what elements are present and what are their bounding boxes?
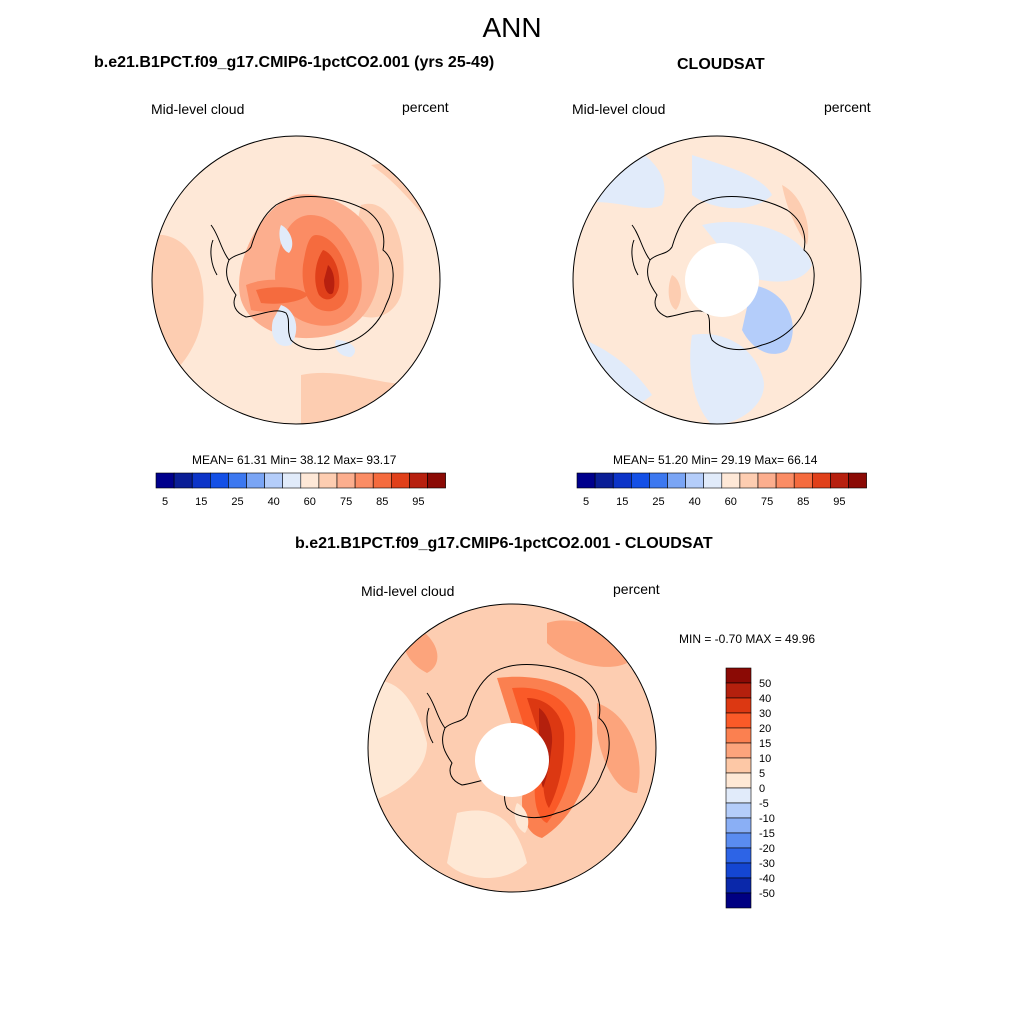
panel3-colorbar-tick-label: 10: [759, 753, 771, 765]
panel2-stats: MEAN= 51.20 Min= 29.19 Max= 66.14: [613, 453, 818, 467]
panel3-colorbar-tick-label: 50: [759, 678, 771, 690]
panel2-colorbar-tick-label: 5: [583, 496, 589, 508]
panel1-colorbar-color-4: [228, 472, 247, 489]
panel1-colorbar: 5 15 25 40 60 75 85 95: [155, 472, 446, 508]
panel2-colorbar-color-5: [667, 472, 686, 489]
panel3-colorbar-color-14: [725, 877, 752, 894]
panel1-colorbar-color-14: [409, 472, 428, 489]
panel1-colorbar-tick-label: 15: [195, 496, 207, 508]
panel1-colorbar-color-2: [191, 472, 211, 489]
panel2-colorbar-color-13: [812, 472, 831, 489]
figure-title: ANN: [482, 12, 542, 43]
panel2-colorbar-color-11: [775, 472, 795, 489]
panel3-colorbar-color-6: [725, 757, 752, 774]
panel2-colorbar-color-2: [612, 472, 632, 489]
panel3-colorbar-tick-label: -30: [759, 858, 775, 870]
panel3-colorbar-tick-label: -5: [759, 798, 769, 810]
panel1-colorbar-color-15: [427, 472, 446, 489]
panel1-colorbar-tick-label: 75: [340, 496, 352, 508]
panel2-colorbar: 5 15 25 40 60 75 85 95: [576, 472, 867, 508]
panel1-colorbar-color-9: [318, 472, 338, 489]
panel3-colorbar-color-2: [725, 697, 752, 714]
panel1-title: b.e21.B1PCT.f09_g17.CMIP6-1pctCO2.001 (y…: [94, 54, 495, 71]
panel2-colorbar-color-10: [757, 472, 777, 489]
panel3-colorbar-tick-label: -40: [759, 873, 775, 885]
panel3-units-label: percent: [613, 581, 660, 597]
panel1-colorbar-tick-label: 25: [231, 496, 243, 508]
panel3-colorbar-color-4: [725, 727, 752, 744]
panel3-colorbar-tick-label: 5: [759, 768, 765, 780]
panel1-colorbar-color-0: [155, 472, 175, 489]
panel3-colorbar-tick-label: -10: [759, 813, 775, 825]
panel2-colorbar-color-1: [594, 472, 614, 489]
panel2-units-label: percent: [824, 99, 871, 115]
panel3-variable-label: Mid-level cloud: [361, 583, 455, 599]
panel2-colorbar-tick-label: 40: [689, 496, 701, 508]
panel1-colorbar-tick-label: 85: [376, 496, 388, 508]
panel3-colorbar-color-5: [725, 742, 752, 759]
panel2-colorbar-color-12: [793, 472, 813, 489]
panel2-colorbar-color-4: [649, 472, 668, 489]
panel3-colorbar-color-0: [725, 667, 752, 684]
panel3-colorbar-color-7: [725, 772, 752, 789]
panel2-colorbar-color-6: [685, 472, 704, 489]
panel1-units-label: percent: [402, 99, 449, 115]
panel3-title: b.e21.B1PCT.f09_g17.CMIP6-1pctCO2.001 - …: [295, 535, 713, 552]
panel2-colorbar-tick-label: 60: [725, 496, 737, 508]
panel2-colorbar-tick-label: 15: [616, 496, 628, 508]
panel3-colorbar-color-15: [725, 892, 752, 909]
panel1-colorbar-color-11: [354, 472, 374, 489]
panel3-colorbar-color-10: [725, 817, 752, 834]
panel1-colorbar-color-1: [173, 472, 193, 489]
panel2-colorbar-color-0: [576, 472, 596, 489]
panel1-stats: MEAN= 61.31 Min= 38.12 Max= 93.17: [192, 453, 397, 467]
panel2-variable-label: Mid-level cloud: [572, 101, 666, 117]
panel1-colorbar-color-3: [209, 472, 229, 489]
panel2-colorbar-color-15: [848, 472, 867, 489]
panel3-colorbar-color-12: [725, 847, 752, 864]
panel1-colorbar-color-5: [246, 472, 265, 489]
panel1-colorbar-color-10: [336, 472, 356, 489]
panel3-colorbar-color-1: [725, 682, 752, 699]
panel1-colorbar-color-7: [282, 472, 302, 489]
panel2-colorbar-tick-label: 75: [761, 496, 773, 508]
panel1-colorbar-tick-label: 60: [304, 496, 316, 508]
panel1-colorbar-color-12: [372, 472, 392, 489]
panel3-colorbar-color-11: [725, 832, 752, 849]
panel2-colorbar-color-9: [739, 472, 759, 489]
panel1-colorbar-color-6: [264, 472, 283, 489]
panel3-polar-map: [367, 603, 657, 893]
panel2-colorbar-color-3: [630, 472, 650, 489]
panel3-colorbar-color-13: [725, 862, 752, 879]
panel2-colorbar-tick-label: 95: [833, 496, 845, 508]
panel1-variable-label: Mid-level cloud: [151, 101, 245, 117]
panel1-colorbar-tick-label: 5: [162, 496, 168, 508]
panel3-colorbar-tick-label: -50: [759, 888, 775, 900]
panel3-colorbar-color-8: [725, 787, 752, 804]
panel3-colorbar-color-3: [725, 712, 752, 729]
panel2-colorbar-tick-label: 85: [797, 496, 809, 508]
panel2-colorbar-color-8: [721, 472, 741, 489]
panel3-colorbar-tick-label: 15: [759, 738, 771, 750]
panel2-polar-map: [572, 135, 862, 425]
panel2-title: CLOUDSAT: [677, 56, 765, 73]
panel3-colorbar-tick-label: 40: [759, 693, 771, 705]
panel2-colorbar-tick-label: 25: [652, 496, 664, 508]
panel3-colorbar-tick-label: 30: [759, 708, 771, 720]
panel1-colorbar-color-8: [300, 472, 320, 489]
panel3-colorbar-tick-label: 0: [759, 783, 765, 795]
panel3-stats: MIN = -0.70 MAX = 49.96: [679, 632, 816, 646]
panel3-colorbar-tick-label: 20: [759, 723, 771, 735]
panel1-colorbar-color-13: [391, 472, 410, 489]
panel1-colorbar-tick-label: 95: [412, 496, 424, 508]
panel3-colorbar-tick-label: -15: [759, 828, 775, 840]
panel3-colorbar-tick-label: -20: [759, 843, 775, 855]
panel2-colorbar-color-14: [830, 472, 849, 489]
panel1-colorbar-tick-label: 40: [268, 496, 280, 508]
panel3-colorbar-color-9: [725, 802, 752, 819]
panel2-colorbar-color-7: [703, 472, 723, 489]
panel1-polar-map: [151, 135, 441, 425]
